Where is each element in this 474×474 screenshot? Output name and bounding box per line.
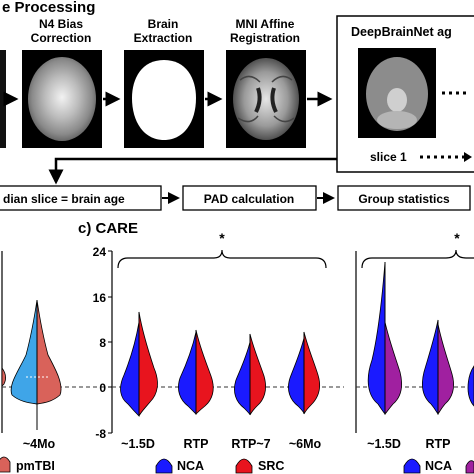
violin-rtp: RTP [178,329,214,451]
legend-left-label: pmTBI [16,459,55,473]
legend-right-cropped-swatch [465,460,474,474]
pad-calculation-box [182,185,317,211]
y-tick-label-0: 0 [99,381,106,395]
y-tick-label-8: 8 [99,336,106,350]
right-xtick-rtp: RTP [426,437,451,451]
step-extraction-label-line2: Extraction [134,31,193,45]
xtick-rtp: RTP [184,437,209,451]
left-panel-violin-cropped [1,366,6,387]
deepbrainnet-label: DeepBrainNet ag [351,25,452,39]
step-n4-label-line2: Correction [31,31,92,45]
right-violin-1p5d: ~1.5D [367,261,402,451]
legend-right-nca-swatch [403,458,421,474]
legend-right-nca-label: NCA [425,459,452,473]
group-statistics-label: Group statistics [358,192,450,206]
violin-rtp7-src-half [249,333,266,416]
legend-left-swatch [0,456,11,473]
brain-age-box [0,185,162,211]
mni-brain-image [233,58,299,140]
legend-middle: NCA SRC [155,458,284,474]
xtick-1p5d: ~1.5D [121,437,155,451]
violin-1p5d: ~1.5D [120,311,158,451]
legend-left: pmTBI [0,456,55,473]
n4-brain-image [28,57,96,141]
mni-gyri [237,75,295,123]
slice-cerebellum [377,111,417,129]
legend-nca-label: NCA [177,459,204,473]
violin-rtp7-nca-half [234,341,251,416]
right-xtick-1p5d: ~1.5D [367,437,401,451]
step-mni-label-line2: Registration [230,31,300,45]
violin-6mo-nca-half [288,337,305,415]
xtick-rtp7: RTP~7 [231,437,270,451]
step-mni-label-line1: MNI Affine [236,17,295,31]
legend-src-swatch [235,458,253,474]
group-statistics-box [337,185,471,211]
xtick-6mo: ~6Mo [289,437,322,451]
right-violin-rtp-nca-half [422,319,439,415]
right-violin-1p5d-purple-half [384,321,402,415]
violin-6mo-src-half [303,331,320,415]
legend-nca-swatch [155,458,173,474]
slice-brainstem [387,88,407,112]
left-panel-violin-blue-half [10,299,38,405]
y-tick-label-24: 24 [93,245,107,259]
right-panel: * ~1.5D RTP [355,230,474,451]
right-panel-significance-star: * [454,230,460,246]
left-panel-violin-salmon-half [36,299,62,405]
violin-rtp-src-half [195,329,214,415]
middle-panel: c) CARE 24 16 8 0 -8 * ~1.5D [78,220,344,451]
extraction-mask-image [132,60,196,140]
violin-rtp-nca-half [178,331,197,415]
middle-panel-significance-star: * [219,230,225,246]
violin-1p5d-nca-half [120,321,140,417]
dotted-arrowhead [464,152,472,162]
panel-c-title: c) CARE [78,220,138,237]
middle-panel-significance-bracket [117,249,327,269]
middle-panel-y-ticks: 24 16 8 0 -8 [93,245,112,441]
y-tick-label-16: 16 [93,291,107,305]
y-tick-label-neg8: -8 [95,427,106,441]
right-violin-rtp-purple-half [437,323,454,415]
input-image-crop [0,50,6,148]
legend-right: NCA [403,458,474,474]
right-violin-1p5d-nca-half [367,261,386,415]
mni-ventricles [254,87,278,113]
step-extraction-label-line1: Brain [148,17,179,31]
legend-src-label: SRC [258,459,284,473]
right-panel-significance-bracket [361,249,474,269]
section-title: e Processing [2,0,95,16]
step-n4-label-line1: N4 Bias [39,17,83,31]
left-panel: ~4Mo [1,251,106,451]
pad-calculation-label: PAD calculation [204,192,294,206]
violin-1p5d-src-half [138,311,158,417]
left-panel-xtick: ~4Mo [23,437,56,451]
violin-rtp7: RTP~7 [231,333,271,451]
right-violin-rtp: RTP [422,319,454,451]
connector-box-to-bottom-row [48,157,337,185]
brain-age-label: dian slice = brain age [3,192,125,206]
violin-6mo: ~6Mo [288,331,322,451]
slice-label: slice 1 [370,150,407,164]
right-violin-cropped [467,365,474,407]
